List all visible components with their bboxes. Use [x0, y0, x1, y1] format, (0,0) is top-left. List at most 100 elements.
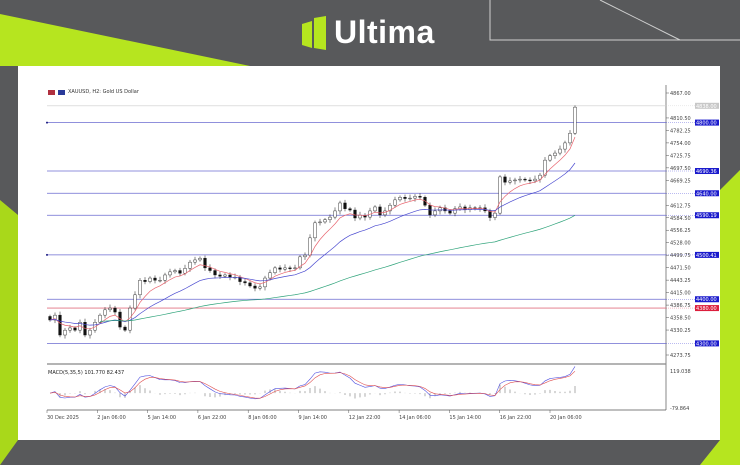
bull-candle [493, 212, 497, 218]
ultima-logo-icon [302, 15, 326, 50]
bull-candle [358, 215, 362, 219]
bull-candle [393, 199, 397, 206]
decor-line [489, 0, 740, 41]
bear-candle [288, 267, 292, 269]
bull-candle [568, 132, 572, 144]
lime-stripe-left [0, 200, 18, 465]
bear-candle [153, 277, 157, 281]
bear-candle [343, 202, 347, 209]
level-badge [695, 119, 719, 126]
bear-candle [123, 326, 127, 331]
price-chart[interactable]: 4867.00 4810.50 4782.25 4754.00 4725.75 4697.… [18, 66, 720, 440]
bull-candle [388, 204, 392, 212]
level-label: 4400.00 [696, 297, 717, 303]
bull-candle [98, 314, 102, 323]
decor-line [599, 0, 681, 41]
bull-candle [543, 159, 547, 176]
level-badge [695, 168, 719, 175]
x-tick-label: 14 Jan 06:00 [399, 415, 431, 421]
bull-candle [53, 314, 57, 321]
bull-candle [553, 152, 557, 156]
bull-candle [563, 142, 567, 150]
bear-candle [503, 176, 507, 183]
bull-candle [223, 274, 227, 277]
flag-icon [58, 89, 65, 95]
bear-candle [238, 276, 242, 282]
bear-candle [213, 270, 217, 276]
bull-candle [433, 210, 437, 216]
level-label: 4800.00 [696, 121, 717, 127]
bull-candle [338, 202, 342, 212]
y-tick-label: 4358.50 [670, 316, 691, 322]
x-tick-label: 15 Jan 14:00 [449, 415, 481, 421]
current-price-badge [695, 102, 719, 109]
bull-candle [413, 196, 417, 199]
bull-candle [508, 180, 512, 183]
bull-candle [133, 294, 137, 309]
bull-candle [558, 148, 562, 154]
bull-candle [103, 309, 107, 316]
bull-candle [398, 197, 402, 201]
bull-candle [333, 210, 337, 218]
level-badge [695, 251, 719, 258]
bull-candle [573, 106, 577, 134]
x-tick-label: 8 Jan 06:00 [248, 415, 276, 421]
x-tick-label: 16 Jan 22:00 [500, 415, 532, 421]
bull-candle [163, 274, 167, 281]
bear-candle [528, 179, 532, 182]
bear-candle [203, 257, 207, 269]
level-label: 4500.41 [696, 253, 717, 259]
y-tick-label: 4754.00 [670, 141, 691, 147]
bull-candle [323, 219, 327, 223]
chart-title: XAUUSD, H2: Gold US Dollar [48, 89, 139, 95]
macd-signal-line [49, 370, 576, 399]
bear-candle [228, 274, 232, 278]
bull-candle [148, 277, 152, 282]
bear-candle [348, 208, 352, 211]
bear-candle [448, 210, 452, 214]
level-label: 4690.36 [696, 169, 717, 175]
macd-tick-label: -79.864 [670, 406, 689, 412]
lime-stripe-top-left [0, 14, 250, 66]
bull-candle [198, 257, 202, 261]
bull-candle [88, 329, 92, 336]
bear-candle [58, 314, 62, 336]
bull-candle [138, 280, 142, 296]
bull-candle [308, 237, 312, 256]
bull-candle [168, 271, 172, 276]
y-tick-label: 4697.50 [670, 166, 691, 172]
symbol-title: XAUUSD, H2: Gold US Dollar [68, 89, 139, 95]
bull-candle [188, 261, 192, 269]
bull-candle [258, 286, 262, 289]
bear-candle [353, 209, 357, 219]
bull-candle [318, 221, 322, 224]
bull-candle [193, 259, 197, 263]
current-price-label: 4838.00 [696, 104, 717, 110]
bull-candle [173, 270, 177, 273]
bear-candle [243, 281, 247, 284]
x-tick-label: 9 Jan 14:00 [299, 415, 327, 421]
y-tick-label: 4669.25 [670, 178, 691, 184]
chart-panel: 4867.00 4810.50 4782.25 4754.00 4725.75 4697.… [18, 66, 720, 440]
macd-label: MACD(5,35,5) 101.770 82.437 [48, 370, 124, 376]
y-tick-label: 4330.25 [670, 328, 691, 334]
bull-candle [183, 268, 187, 274]
y-tick-label: 4386.75 [670, 303, 691, 309]
bull-candle [63, 329, 67, 336]
bear-candle [278, 267, 282, 270]
bull-candle [158, 280, 162, 282]
bull-candle [513, 179, 517, 182]
bear-candle [253, 285, 257, 289]
level-label: 4590.19 [696, 213, 717, 219]
macd-line [49, 366, 576, 400]
level-badge [695, 212, 719, 219]
level-anchor-dot [46, 253, 48, 256]
y-tick-label: 4443.25 [670, 278, 691, 284]
moving-average-line [99, 214, 576, 322]
level-label: 4640.00 [696, 191, 717, 197]
bull-candle [548, 155, 552, 161]
y-tick-label: 4725.75 [670, 153, 691, 159]
bull-candle [108, 307, 112, 311]
brand-name: Ultima [334, 14, 435, 50]
level-badge [695, 305, 719, 312]
